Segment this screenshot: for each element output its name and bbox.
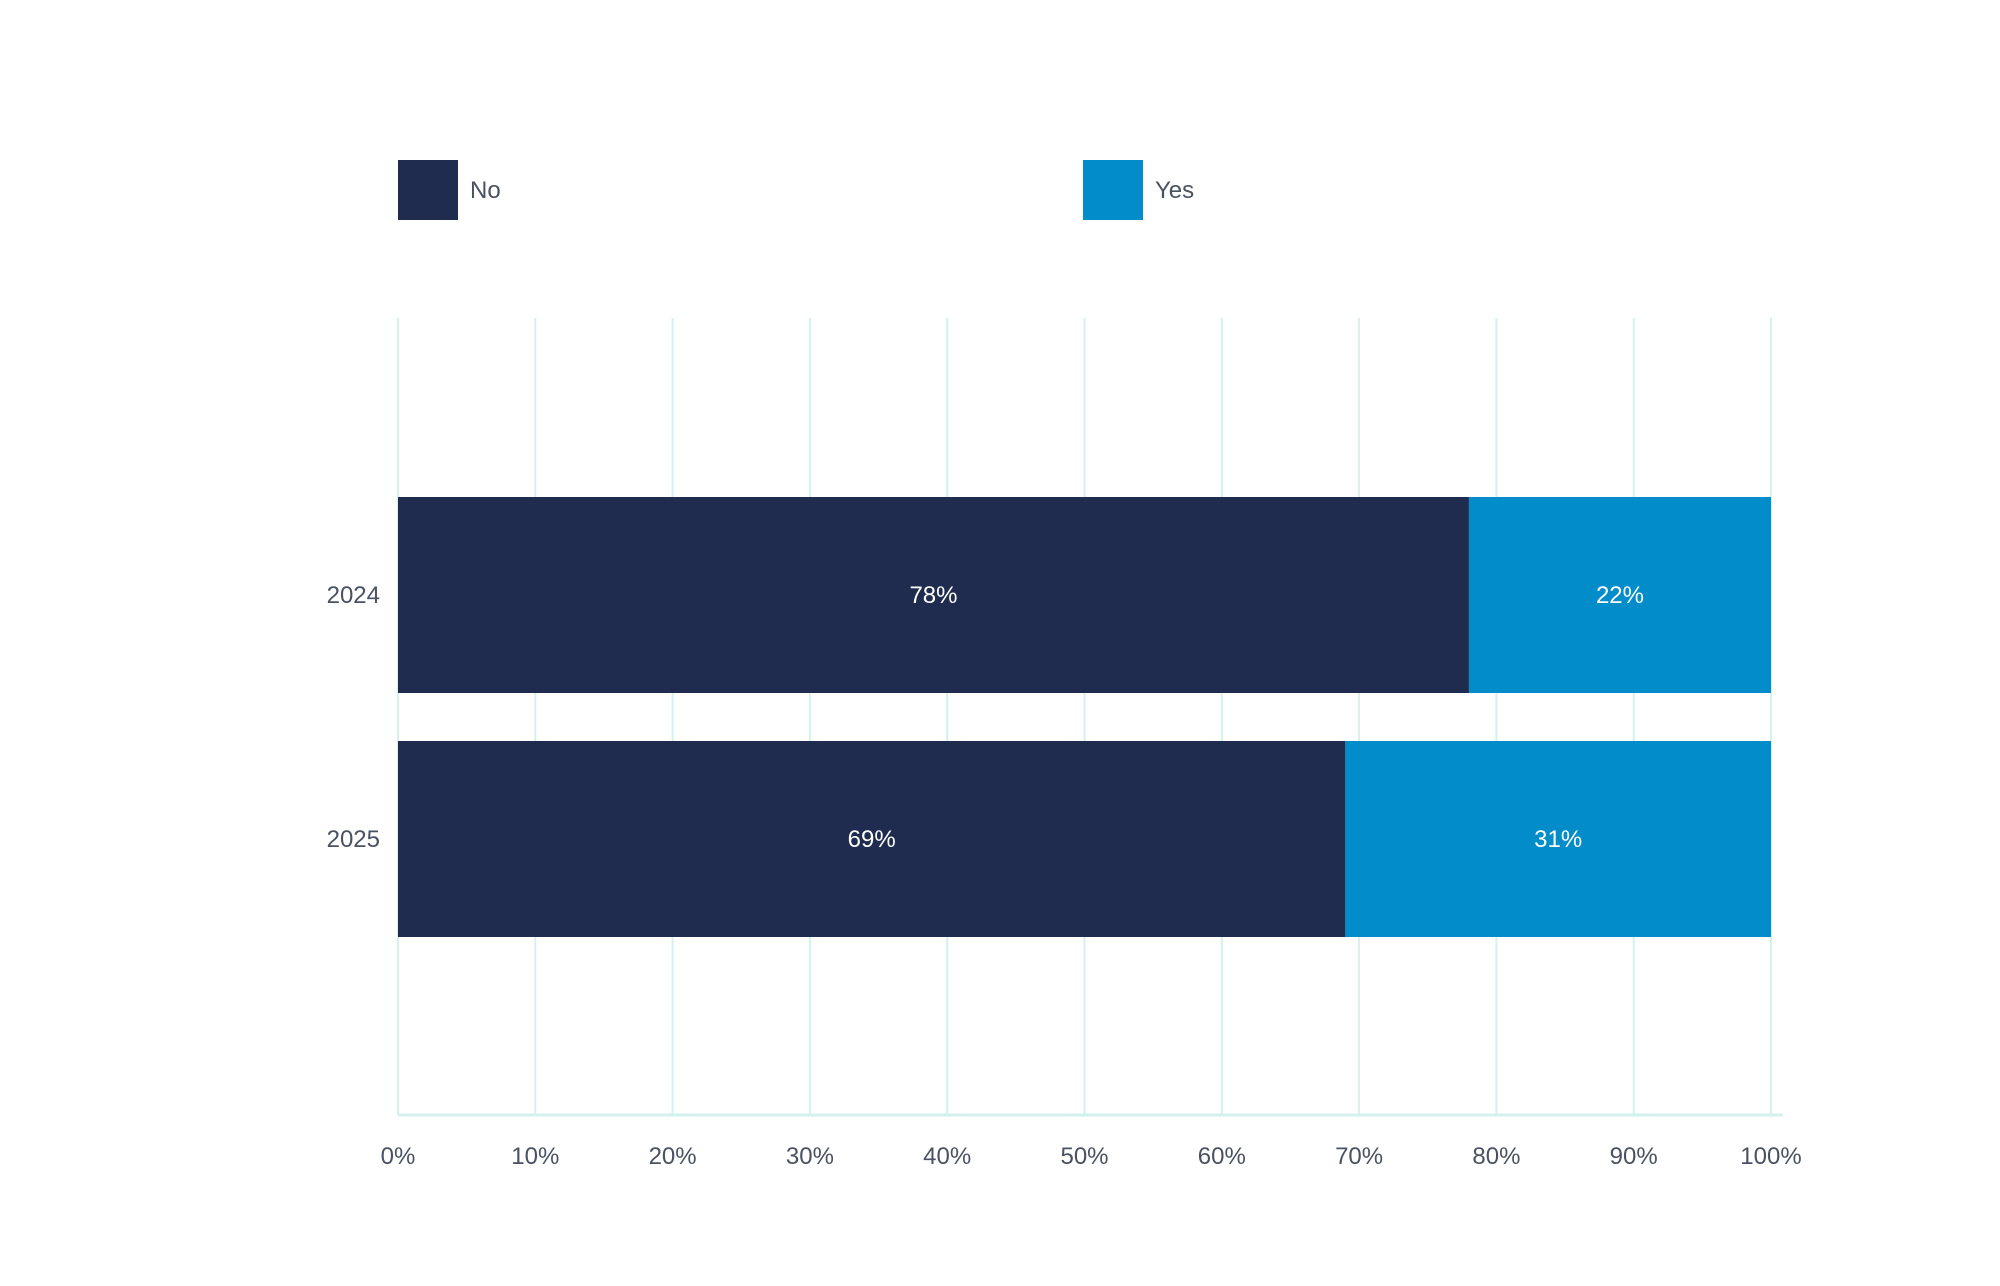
data-label-2025-no: 69% <box>848 826 896 853</box>
bars: 78% 22% 69% 31% <box>398 497 1771 937</box>
legend: No Yes <box>398 160 1194 220</box>
legend-label-no: No <box>470 177 501 204</box>
bar-2025-yes <box>1345 741 1771 937</box>
category-label-2025: 2025 <box>327 826 380 853</box>
x-tick-label: 60% <box>1198 1143 1246 1170</box>
legend-swatch-yes <box>1083 160 1143 220</box>
x-tick-label: 30% <box>786 1143 834 1170</box>
x-tick-label: 80% <box>1472 1143 1520 1170</box>
x-tick-label: 50% <box>1060 1143 1108 1170</box>
data-label-2024-yes: 22% <box>1596 582 1644 609</box>
x-axis: 0% 10% 20% 30% 40% 50% 60% 70% 80% 90% 100% <box>381 1113 1802 1170</box>
x-tick-label: 100% <box>1740 1143 1801 1170</box>
x-tick-label: 40% <box>923 1143 971 1170</box>
legend-label-yes: Yes <box>1155 177 1194 204</box>
category-label-2024: 2024 <box>327 582 380 609</box>
x-tick-label: 90% <box>1610 1143 1658 1170</box>
category-labels: 2024 2025 <box>327 582 380 853</box>
bar-2025-no <box>398 741 1346 937</box>
bar-2024-no <box>398 497 1469 693</box>
grid-lines <box>397 318 1772 1115</box>
data-label-2025-yes: 31% <box>1534 826 1582 853</box>
x-tick-label: 0% <box>381 1143 416 1170</box>
x-tick-label: 70% <box>1335 1143 1383 1170</box>
x-tick-label: 20% <box>649 1143 697 1170</box>
bar-2024-yes <box>1468 497 1771 693</box>
x-tick-label: 10% <box>511 1143 559 1170</box>
legend-swatch-no <box>398 160 458 220</box>
data-label-2024-no: 78% <box>909 582 957 609</box>
